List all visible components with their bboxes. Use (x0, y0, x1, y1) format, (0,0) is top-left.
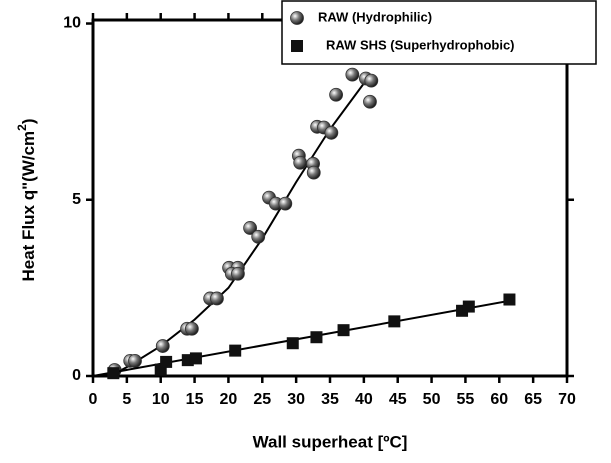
legend-marker (291, 40, 303, 52)
y-label-end: ) (19, 118, 38, 124)
data-point (160, 355, 173, 368)
data-point (189, 352, 202, 365)
x-tick-label: 10 (152, 391, 170, 408)
data-point (364, 73, 379, 88)
data-point (462, 300, 475, 313)
x-tick-label: 35 (321, 391, 339, 408)
x-tick-label: 20 (220, 391, 238, 408)
data-point (155, 339, 170, 353)
data-point (329, 87, 343, 102)
y-tick-label: 10 (63, 15, 81, 32)
data-point (310, 331, 323, 344)
x-tick-label: 50 (423, 391, 441, 408)
x-axis-label: Wall superheat [ºC] (253, 432, 408, 451)
legend-marker (290, 11, 304, 25)
x-tick-label: 40 (355, 391, 373, 408)
data-point (293, 155, 308, 170)
fit-line (92, 75, 372, 377)
legend-label: RAW SHS (Superhydrophobic) (326, 37, 515, 52)
x-tick-label: 15 (186, 391, 204, 408)
data-point (337, 324, 350, 337)
data-point (107, 367, 120, 380)
y-label-text: Heat Flux q"(W/cm (19, 131, 38, 282)
x-tick-label: 65 (524, 391, 542, 408)
x-tick-label: 25 (253, 391, 271, 408)
data-point (128, 353, 142, 368)
data-point (388, 315, 401, 328)
plot-frame (91, 18, 569, 378)
y-tick-label: 5 (72, 191, 81, 208)
data-point (324, 125, 339, 140)
data-point (503, 293, 516, 306)
legend-label: RAW (Hydrophilic) (318, 9, 432, 24)
data-point (231, 266, 245, 281)
data-point (286, 337, 299, 350)
x-tick-label: 55 (457, 391, 475, 408)
data-point (251, 229, 266, 244)
data-point (243, 221, 257, 235)
y-label-sup: 2 (15, 124, 29, 131)
data-point (210, 291, 224, 306)
legend-box (281, 0, 597, 65)
data-point (363, 94, 377, 109)
data-point (345, 67, 360, 82)
data-point (229, 344, 242, 357)
x-tick-label: 5 (122, 391, 131, 408)
data-point (184, 321, 199, 336)
x-tick-label: 0 (89, 391, 98, 408)
x-tick-label: 60 (490, 391, 508, 408)
data-point (278, 196, 293, 211)
y-tick-label: 0 (72, 367, 81, 384)
x-tick-label: 30 (287, 391, 305, 408)
data-point (306, 165, 321, 180)
y-axis-label: Heat Flux q"(W/cm2) (15, 118, 38, 281)
x-tick-label: 45 (389, 391, 407, 408)
x-tick-label: 70 (558, 391, 576, 408)
